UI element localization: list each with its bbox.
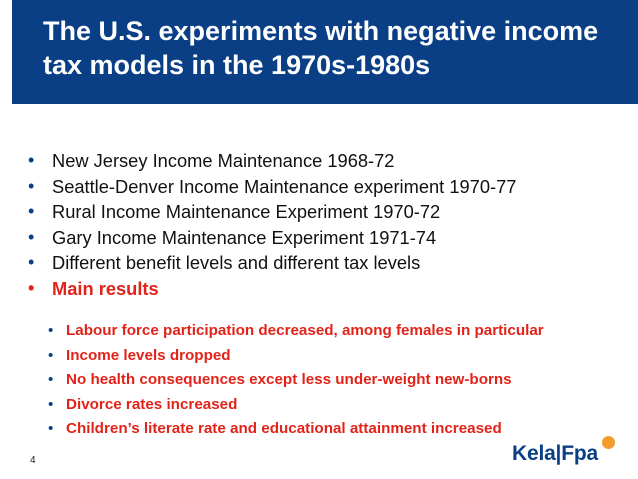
bullet-text: Main results <box>52 277 159 299</box>
sub-bullet-text: Divorce rates increased <box>66 395 238 413</box>
bullet-item: • Gary Income Maintenance Experiment 1971… <box>28 225 516 251</box>
bullet-icon: • <box>28 201 35 221</box>
bullet-item: • Rural Income Maintenance Experiment 197… <box>28 199 516 225</box>
header-left-strip <box>0 0 12 104</box>
results-sub-bullet-list: • Labour force participation decreased, a… <box>48 319 544 442</box>
sub-bullet-text: Labour force participation decreased, am… <box>66 322 544 339</box>
sub-bullet-item: • Labour force participation decreased, a… <box>48 319 544 344</box>
bullet-item-main-results: • Main results <box>28 276 516 302</box>
sub-bullet-text: Children’s literate rate and educational… <box>66 420 502 437</box>
bullet-item: • Seattle-Denver Income Maintenance exper… <box>28 174 516 200</box>
main-bullet-list: • New Jersey Income Maintenance 1968-72 •… <box>28 148 516 301</box>
title-bar: The U.S. experiments with negative incom… <box>0 0 638 104</box>
sub-bullet-item: • Divorce rates increased <box>48 393 544 418</box>
bullet-text: Seattle-Denver Income Maintenance experi… <box>52 175 517 197</box>
bullet-icon: • <box>28 150 35 170</box>
bullet-text: New Jersey Income Maintenance 1968-72 <box>52 150 395 171</box>
bullet-icon: • <box>28 226 35 247</box>
bullet-icon: • <box>48 371 54 388</box>
slide-title-line-1: The U.S. experiments with negative incom… <box>43 16 599 46</box>
bullet-icon: • <box>48 420 54 437</box>
sub-bullet-text: Income levels dropped <box>66 346 231 364</box>
slide-title-line-2: tax models in the 1970s-1980s <box>43 50 431 80</box>
bullet-text: Gary Income Maintenance Experiment 1971-… <box>52 226 437 248</box>
logo-text: Kela|Fpa <box>512 442 598 465</box>
bullet-icon: • <box>48 322 54 339</box>
page-number: 4 <box>30 455 36 466</box>
bullet-text: Rural Income Maintenance Experiment 1970… <box>52 201 441 222</box>
logo-badge-icon <box>602 436 615 449</box>
sub-bullet-text: No health consequences except less under… <box>66 371 512 388</box>
bullet-item: • Different benefit levels and different … <box>28 250 516 276</box>
sub-bullet-item: • No health consequences except less unde… <box>48 368 544 393</box>
bullet-icon: • <box>28 252 35 272</box>
bullet-icon: • <box>28 277 35 298</box>
bullet-icon: • <box>48 395 54 413</box>
bullet-icon: • <box>28 175 35 196</box>
sub-bullet-item: • Children’s literate rate and educationa… <box>48 417 544 442</box>
bullet-icon: • <box>48 346 54 364</box>
bullet-item: • New Jersey Income Maintenance 1968-72 <box>28 148 516 174</box>
kela-fpa-logo: Kela|Fpa <box>512 436 617 470</box>
slide-title: The U.S. experiments with negative incom… <box>43 14 633 82</box>
bullet-text: Different benefit levels and different t… <box>52 252 421 273</box>
sub-bullet-item: • Income levels dropped <box>48 344 544 369</box>
